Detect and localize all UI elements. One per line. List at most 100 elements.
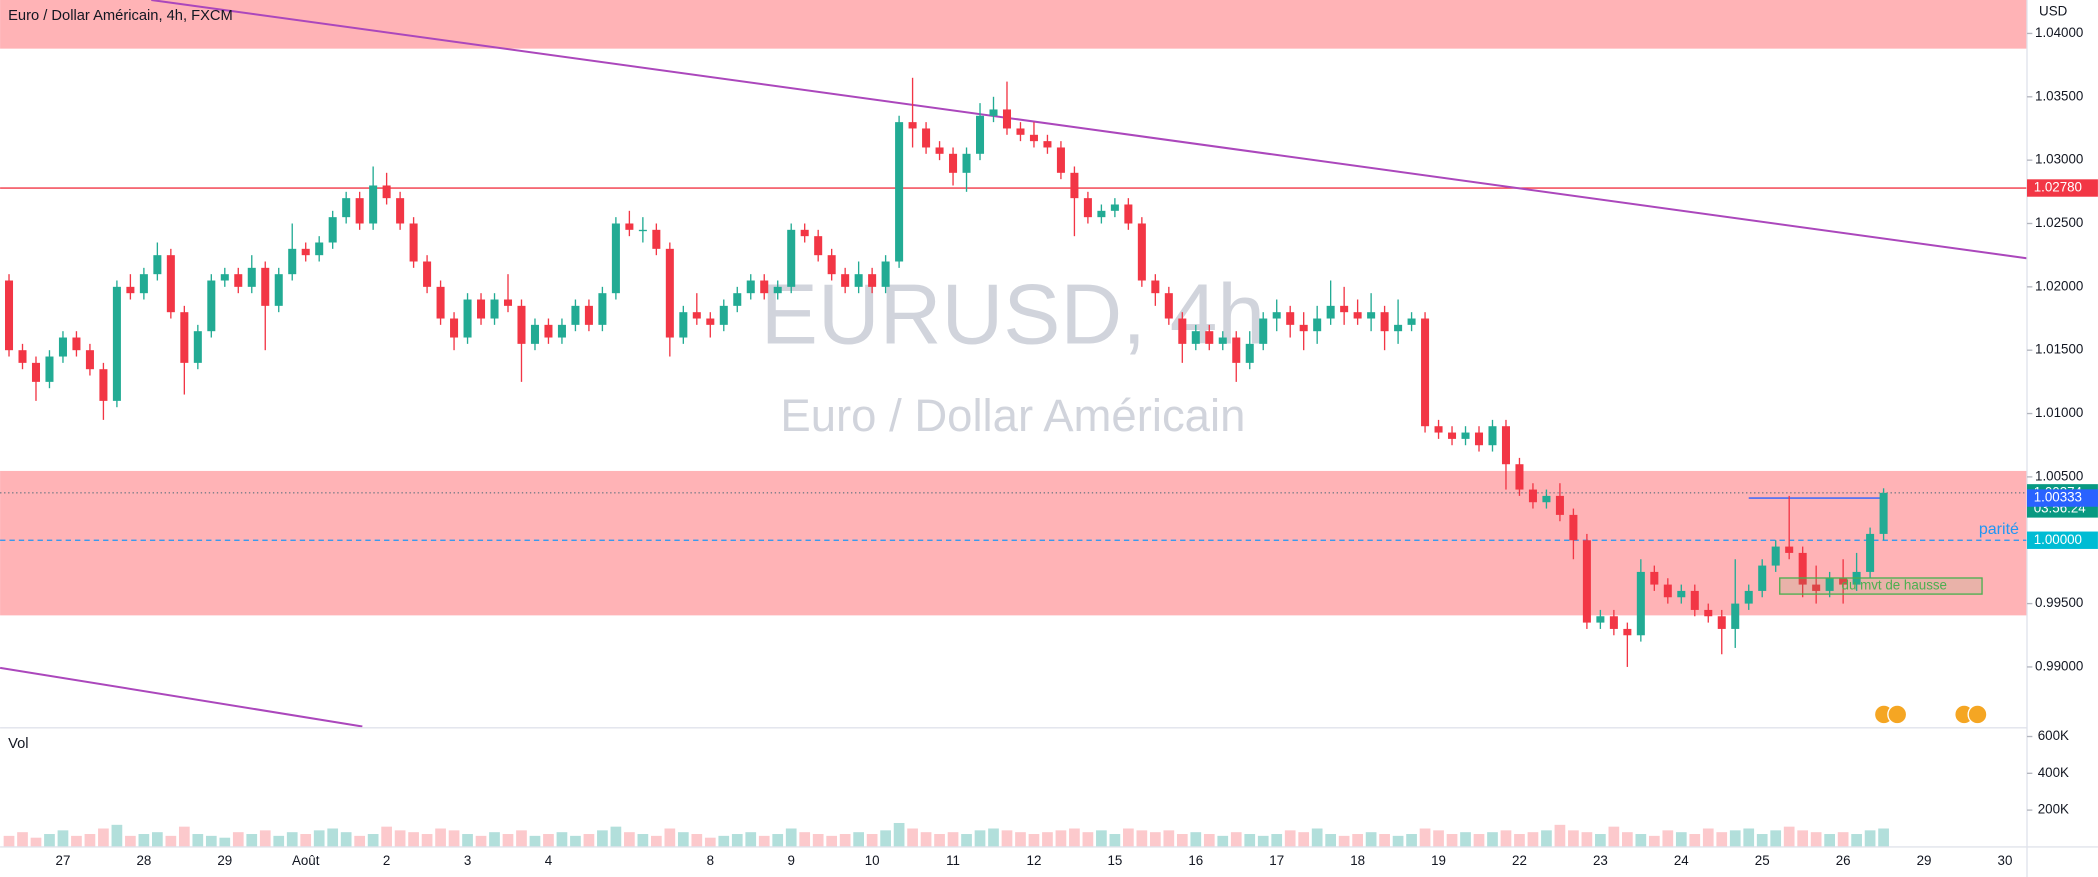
candle-body [1434, 426, 1443, 433]
volume-bar [84, 834, 96, 847]
x-tick-label: 16 [1188, 853, 1203, 868]
x-tick-label: 15 [1107, 853, 1122, 868]
volume-bar [785, 828, 797, 847]
candle-body [1245, 343, 1254, 363]
volume-bar [1487, 832, 1498, 847]
volume-bar [650, 835, 662, 847]
volume-bar [1689, 834, 1701, 847]
candle-body [1070, 172, 1079, 199]
volume-bar [1608, 826, 1620, 847]
volume-bar [1743, 828, 1755, 847]
candle-body [31, 362, 41, 382]
candle-body [1717, 616, 1726, 629]
volume-bar [745, 832, 757, 847]
volume-bar [1379, 834, 1390, 847]
chart-title: Euro / Dollar Américain, 4h, FXCM [8, 8, 233, 24]
candle-body [369, 185, 378, 224]
candle-body [1488, 426, 1497, 446]
volume-bar [71, 835, 82, 847]
volume-bar [866, 834, 878, 847]
volume-bar [1001, 830, 1013, 847]
volume-bar [1568, 830, 1579, 847]
x-tick-label: 28 [136, 853, 151, 868]
volume-bar [1163, 830, 1175, 847]
volume-bar [1028, 834, 1040, 847]
candle-body [58, 337, 67, 357]
volume-bar [1824, 834, 1835, 847]
candle-body [1744, 590, 1753, 604]
candle-body [652, 229, 661, 249]
candle-body [1582, 540, 1591, 623]
candle-body [1771, 546, 1780, 566]
x-tick-label: 18 [1350, 853, 1365, 868]
volume-bar [570, 835, 581, 847]
volume-bar [165, 835, 177, 847]
candle-body [1394, 324, 1403, 332]
volume-bar [1096, 830, 1107, 847]
volume-bar [462, 834, 473, 847]
candle-body [1866, 533, 1875, 572]
candle-body [315, 242, 324, 256]
volume-bar [1015, 832, 1026, 847]
annotation-box [1779, 577, 1983, 595]
candle-body [1704, 609, 1713, 617]
candle-body [193, 331, 202, 363]
x-tick-label: 30 [1998, 853, 2013, 868]
candle-body [1151, 280, 1160, 294]
volume-bar [1662, 830, 1674, 847]
candle-body [396, 198, 405, 224]
candle-body [490, 299, 499, 319]
price-label-box [2027, 531, 2098, 549]
candle-body [881, 261, 890, 287]
volume-bar [1365, 832, 1377, 847]
zones [0, 0, 2028, 616]
x-tick-label: 23 [1593, 853, 1608, 868]
candle-body [409, 223, 418, 262]
volume-bar [1473, 834, 1485, 847]
volume-bar [259, 830, 271, 847]
candle-body [935, 147, 944, 154]
zone [0, 0, 2028, 49]
volume-bar [1716, 832, 1728, 847]
volume-bar [839, 834, 851, 847]
candle-body [1124, 204, 1133, 224]
candle-body [1083, 198, 1092, 218]
volume-bar [111, 824, 123, 847]
candle-body [1515, 464, 1524, 490]
volume-bar [1352, 834, 1363, 847]
volume-bar [1217, 835, 1229, 847]
candle-body [166, 255, 175, 313]
volume-bar [516, 830, 527, 847]
x-tick-label: 4 [545, 853, 553, 868]
volume-bar [637, 834, 649, 847]
candle-body [1029, 134, 1038, 142]
candle-body [1650, 571, 1659, 585]
annotation-text: du mvt de hausse [1842, 578, 1947, 593]
volume-bar [1648, 835, 1660, 847]
candle-body [1110, 204, 1119, 211]
volume-bar [1851, 834, 1862, 847]
volume-bar [1783, 826, 1795, 847]
volume-bar [1230, 832, 1242, 847]
volume-bar [1446, 834, 1458, 847]
volume-bar [1055, 830, 1067, 847]
candle-body [355, 198, 364, 224]
volume-bar [435, 828, 446, 847]
volume-bar [772, 834, 784, 847]
volume-bar [1257, 835, 1269, 847]
volume-bar [677, 832, 689, 847]
volume-bar [1406, 834, 1417, 847]
event-icon[interactable] [1967, 704, 1988, 725]
volume-bar [1109, 834, 1121, 847]
volume-bar [219, 837, 231, 847]
volume-bar [286, 832, 298, 847]
volume-bar [799, 832, 811, 847]
volume-bar [893, 822, 905, 847]
candle-body [1690, 590, 1699, 610]
volume-bar [988, 828, 999, 847]
x-tick-label: Août [292, 853, 320, 868]
event-icon[interactable] [1887, 704, 1908, 725]
volume-bar [152, 832, 163, 847]
candle-body [463, 299, 472, 338]
volume-bar [1392, 835, 1404, 847]
